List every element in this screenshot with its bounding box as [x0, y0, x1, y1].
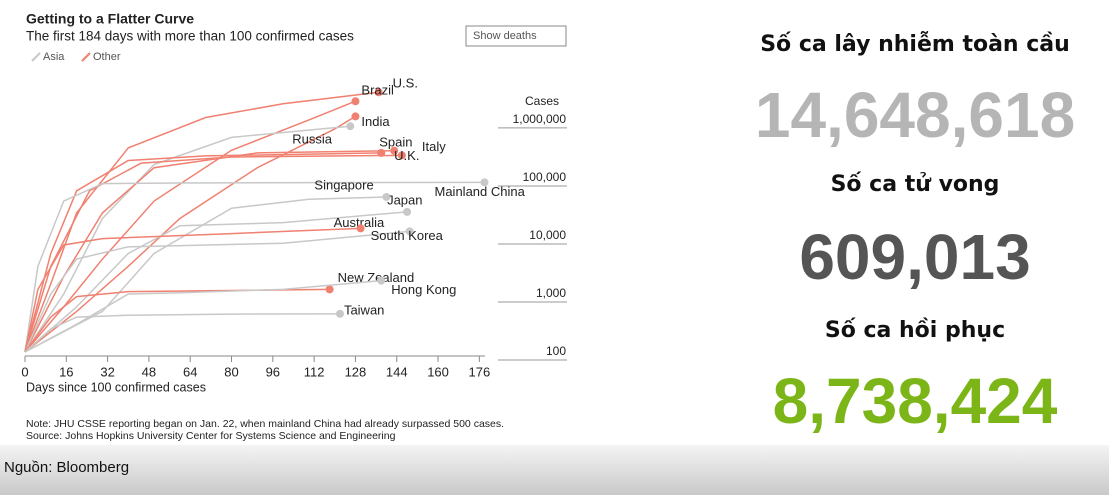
series-line [24, 211, 408, 353]
series-label: Singapore [314, 177, 373, 192]
x-tick-label: 144 [386, 364, 408, 379]
x-tick-label: 0 [21, 364, 28, 379]
footer-bar: Nguồn: Bloomberg [0, 445, 1109, 495]
stat-label: Số ca tử vong [830, 172, 1000, 197]
series-label: New Zealand [338, 270, 415, 285]
end-point [356, 224, 365, 233]
series-label: Hong Kong [391, 282, 456, 297]
series-line [24, 91, 379, 353]
stat-value: 8,738,424 [772, 365, 1058, 437]
stat-value: 609,013 [799, 221, 1031, 293]
x-tick-label: 32 [100, 364, 114, 379]
end-point [335, 309, 344, 318]
series-label: Japan [387, 192, 422, 207]
legend-swatch [81, 52, 91, 62]
x-tick-label: 128 [345, 364, 367, 379]
end-point [405, 227, 414, 236]
series-line [24, 154, 402, 353]
chart-title: Getting to a Flatter Curve [26, 11, 194, 27]
show-deaths-button[interactable] [465, 25, 567, 47]
x-tick-label: 64 [183, 364, 197, 379]
series-line [24, 115, 356, 353]
series-line [24, 196, 387, 353]
end-point [397, 151, 406, 160]
end-point [351, 97, 360, 106]
series-label: Taiwan [344, 302, 384, 317]
y-tick-label: 1,000,000 [513, 112, 567, 126]
y-tick-label: 100 [546, 344, 566, 358]
series-label: U.S. [393, 76, 418, 91]
x-tick-label: 16 [59, 364, 73, 379]
series-label: India [361, 114, 390, 129]
x-axis-label: Days since 100 confirmed cases [26, 380, 206, 394]
series-line [24, 313, 340, 353]
y-tick-label: 100,000 [523, 170, 567, 184]
series-line [24, 279, 382, 353]
series-label: Russia [292, 132, 333, 147]
x-tick-label: 80 [224, 364, 238, 379]
x-tick-label: 176 [468, 364, 490, 379]
y-axis-label: Cases [525, 94, 559, 108]
end-point [390, 146, 399, 155]
chart: Getting to a Flatter Curve The first 184… [21, 11, 567, 442]
x-tick-label: 96 [266, 364, 280, 379]
end-point [480, 178, 489, 187]
source: Source: Johns Hopkins University Center … [26, 430, 396, 442]
x-tick-label: 48 [142, 364, 156, 379]
series-label: Brazil [361, 83, 394, 98]
note: Note: JHU CSSE reporting began on Jan. 2… [26, 418, 504, 430]
end-point [403, 207, 412, 216]
series-line [24, 227, 361, 353]
chart-subtitle: The first 184 days with more than 100 co… [26, 29, 354, 44]
series-label: Italy [422, 139, 446, 154]
series-line [24, 125, 351, 353]
end-point [382, 192, 391, 201]
legend-label: Asia [43, 51, 65, 63]
legend-swatch [31, 52, 41, 62]
series-label: Mainland China [435, 184, 526, 199]
series-line [24, 181, 485, 353]
series-label: South Korea [371, 228, 444, 243]
y-tick-label: 10,000 [529, 228, 566, 242]
end-point [374, 88, 383, 97]
x-tick-label: 112 [304, 364, 325, 379]
x-tick-label: 160 [427, 364, 449, 379]
series-line [24, 230, 410, 353]
footer-text: Nguồn: Bloomberg [4, 459, 130, 476]
end-point [377, 276, 386, 285]
stat-value: 14,648,618 [754, 79, 1076, 151]
series-label: Spain [379, 134, 412, 149]
end-point [346, 122, 355, 131]
end-point [325, 285, 334, 294]
stat-label: Số ca lây nhiễm toàn cầu [760, 32, 1070, 57]
stat-label: Số ca hồi phục [824, 318, 1006, 343]
series-label: Australia [334, 215, 385, 230]
y-tick-label: 1,000 [536, 286, 566, 300]
series-line [24, 149, 395, 353]
series-label: U.K. [394, 148, 419, 163]
button-label[interactable]: Show deaths [473, 30, 537, 42]
legend-label: Other [93, 51, 121, 63]
end-point [351, 112, 360, 121]
